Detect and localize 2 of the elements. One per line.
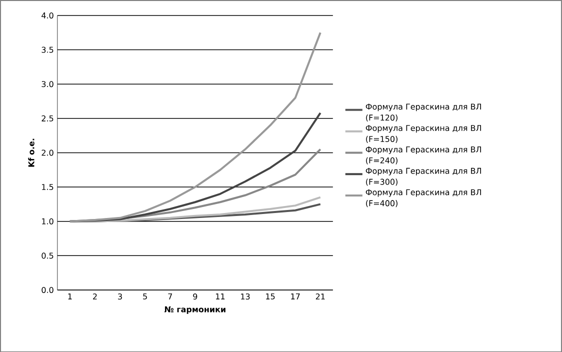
line-series — [68, 31, 322, 222]
line-series — [68, 112, 322, 222]
